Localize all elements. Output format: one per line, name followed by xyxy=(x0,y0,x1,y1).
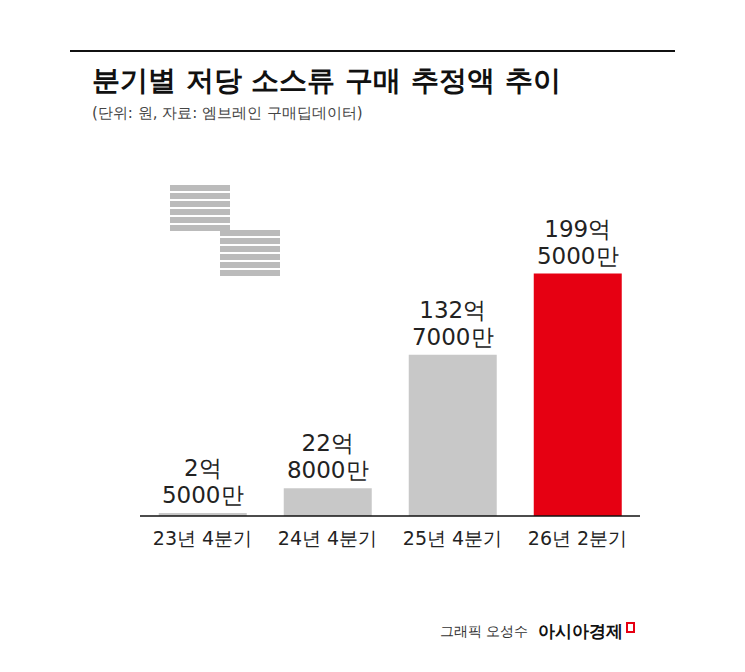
svg-text:2억5000만: 2억5000만 xyxy=(162,455,244,508)
html-text:분기별 저당 소스류 구매 추정액 추이: 분기별 저당 소스류 구매 추정액 추이 xyxy=(92,64,561,97)
html-text:그래픽 오성수: 그래픽 오성수 xyxy=(440,622,529,639)
svg-text:199억5000만: 199억5000만 xyxy=(537,216,619,269)
svg-text:23년 4분기: 23년 4분기 xyxy=(153,527,252,549)
svg-text:132억7000만: 132억7000만 xyxy=(412,297,494,350)
html-text:(단위: 원, 자료: 엠브레인 구매딥데이터): (단위: 원, 자료: 엠브레인 구매딥데이터) xyxy=(92,104,363,122)
svg-text:24년 4분기: 24년 4분기 xyxy=(278,527,377,549)
html-text:아시아경제: 아시아경제 xyxy=(538,621,624,641)
svg-text:22억8000만: 22억8000만 xyxy=(287,430,369,483)
svg-text:26년 2분기: 26년 2분기 xyxy=(528,527,627,549)
svg-text:25년 4분기: 25년 4분기 xyxy=(403,527,502,549)
